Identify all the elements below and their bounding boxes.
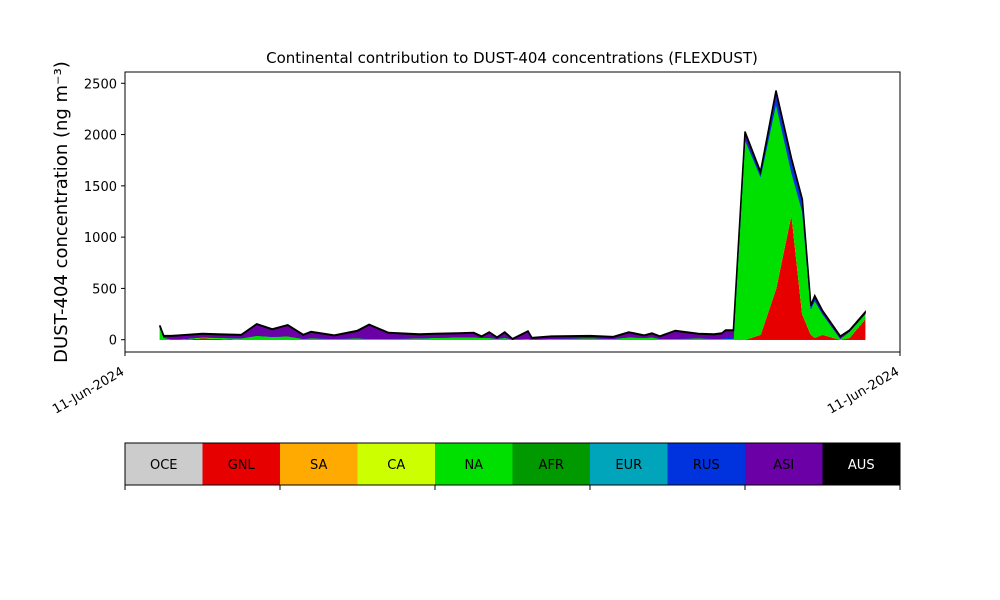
legend-label: RUS <box>693 458 720 473</box>
legend-swatch <box>357 443 435 485</box>
legend-label: ASI <box>773 458 794 473</box>
legend-swatch <box>667 443 745 485</box>
legend-label: CA <box>387 458 405 473</box>
legend-label: SA <box>310 458 327 473</box>
legend-swatch <box>280 443 358 485</box>
y-tick-label: 2500 <box>84 77 117 92</box>
legend-label: GNL <box>228 458 256 473</box>
y-tick-label: 0 <box>109 334 117 349</box>
legend-swatch <box>125 443 203 485</box>
legend-swatch <box>435 443 513 485</box>
area <box>159 90 866 341</box>
x-tick-label: 11-Jun-2024 <box>825 364 902 417</box>
legend-label: EUR <box>615 458 642 473</box>
legend-label: AFR <box>539 458 564 473</box>
legend-swatch <box>590 443 668 485</box>
plot-frame <box>124 71 901 353</box>
y-tick-label: 1000 <box>84 231 117 246</box>
legend-label: NA <box>464 458 483 473</box>
x-tick-label: 11-Jun-2024 <box>50 364 127 417</box>
legend-swatch <box>202 443 280 485</box>
y-tick-label: 500 <box>92 282 117 297</box>
legend-swatch <box>745 443 823 485</box>
legend-swatch <box>512 443 590 485</box>
legend-label: OCE <box>150 458 178 473</box>
legend-swatch <box>822 443 900 485</box>
y-tick-label: 2000 <box>84 129 117 144</box>
legend-label: AUS <box>848 458 875 473</box>
y-axis-label: DUST-404 concentration (ng m⁻³) <box>51 61 72 363</box>
chart-title: Continental contribution to DUST-404 con… <box>266 49 758 67</box>
y-tick-label: 1500 <box>84 180 117 195</box>
area <box>159 103 866 340</box>
legend-frame <box>124 442 901 486</box>
